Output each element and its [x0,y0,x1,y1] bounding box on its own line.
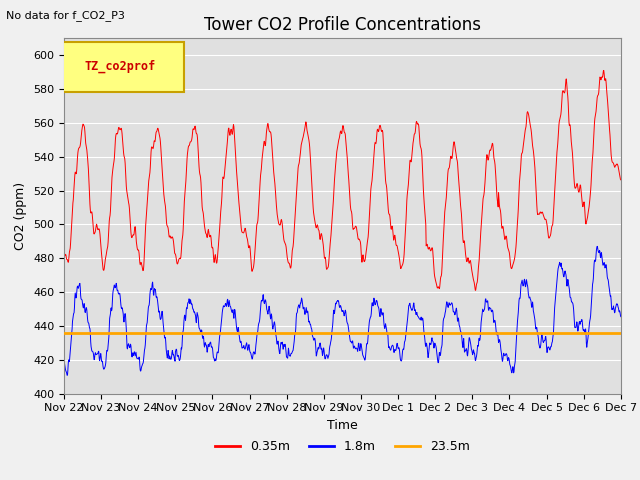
1.8m [617,314,625,320]
Legend: 0.35m, 1.8m, 23.5m: 0.35m, 1.8m, 23.5m [210,435,475,458]
Text: TZ_co2prof: TZ_co2prof [84,60,156,73]
X-axis label: Time: Time [327,419,358,432]
Line: 0.35m: 0.35m [64,71,621,290]
0.35m [170,247,178,253]
23.5m [60,330,68,336]
0.35m [60,248,68,254]
1.8m [246,349,254,355]
1.8m [63,372,71,378]
0.35m [617,177,625,183]
0.35m [600,68,607,73]
Line: 1.8m: 1.8m [64,246,621,375]
1.8m [551,300,559,306]
1.8m [60,357,68,363]
FancyBboxPatch shape [56,42,184,92]
0.35m [551,182,559,188]
1.8m [593,243,601,249]
23.5m [97,330,105,336]
0.35m [184,148,191,154]
1.8m [171,357,179,362]
0.35m [472,288,479,293]
Text: No data for f_CO2_P3: No data for f_CO2_P3 [6,10,125,21]
Y-axis label: CO2 (ppm): CO2 (ppm) [15,182,28,250]
1.8m [502,351,509,357]
1.8m [184,300,192,306]
1.8m [429,339,437,345]
0.35m [502,233,509,239]
0.35m [246,246,254,252]
Title: Tower CO2 Profile Concentrations: Tower CO2 Profile Concentrations [204,16,481,34]
0.35m [429,248,436,253]
